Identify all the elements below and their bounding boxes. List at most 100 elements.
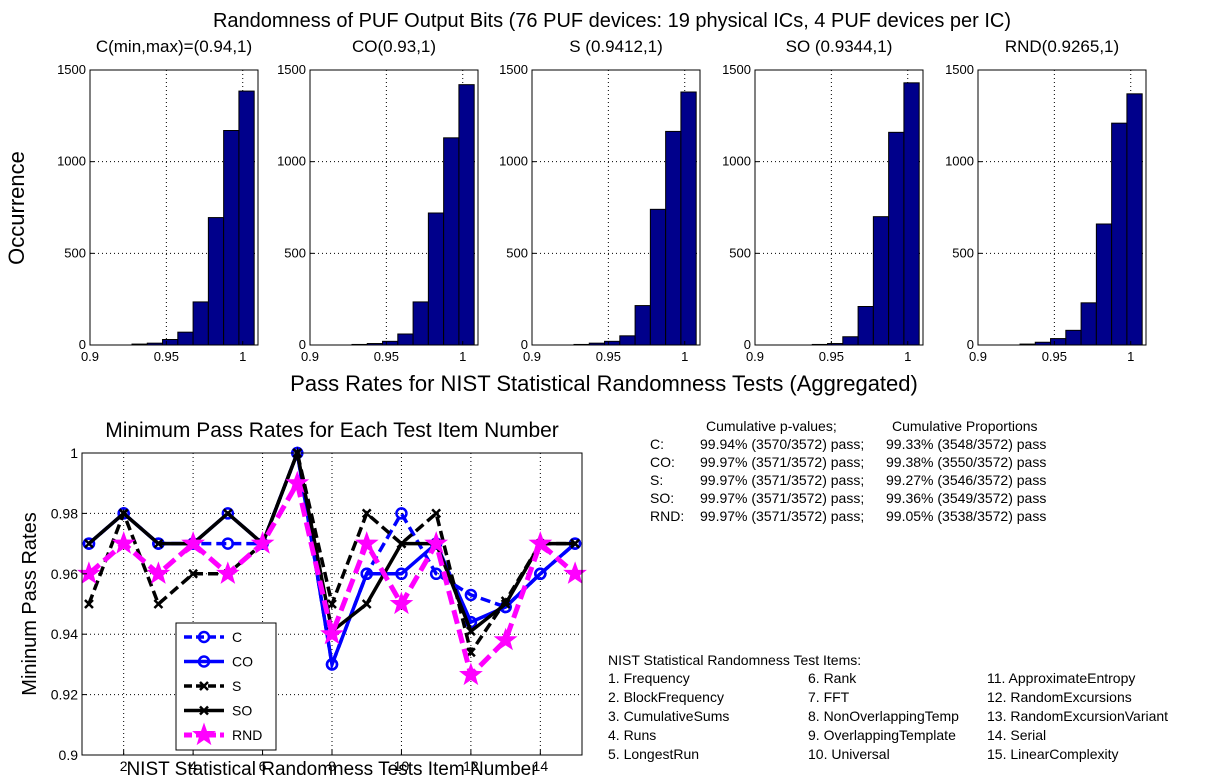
histogram-bar — [162, 339, 179, 346]
series-marker — [325, 658, 339, 671]
histogram-bar — [842, 336, 859, 346]
y-tick-label: 0.9 — [59, 747, 79, 763]
histogram-panel-3: 0.9 0.95 1 0 500 1000 1500 S (0.9412,1) — [499, 37, 701, 364]
line-chart-y-axis-label: Mininum Pass Rates — [19, 512, 41, 695]
series-marker — [360, 567, 373, 581]
y-tick-label: 0.96 — [51, 566, 78, 582]
plot-frame — [531, 69, 701, 346]
histogram-bar — [604, 340, 621, 346]
series-marker — [84, 538, 94, 549]
x-tick-label: 0.9 — [523, 349, 541, 364]
test-item: 2. BlockFrequency — [608, 689, 724, 705]
cumulative-row-label: CO: — [650, 454, 675, 470]
y-tick-label: 1000 — [945, 154, 974, 169]
histogram-bar — [238, 90, 255, 346]
series-marker — [563, 561, 587, 584]
test-item: 15. LinearComplexity — [987, 746, 1119, 762]
series-marker — [221, 537, 235, 550]
test-item: 7. FFT — [808, 689, 850, 705]
histogram-title: CO(0.93,1) — [352, 37, 436, 56]
histogram-bar — [192, 301, 209, 346]
legend-box — [175, 622, 277, 751]
cumulative-row-pvalue: 99.97% (3571/3572) pass; — [700, 454, 865, 470]
histogram-bar — [382, 340, 399, 346]
histogram-bar — [397, 333, 414, 346]
cumulative-results-table: Cumulative p-values; Cumulative Proporti… — [650, 418, 1170, 558]
cumulative-row-proportion: 99.27% (3546/3572) pass — [886, 472, 1047, 488]
series-marker — [466, 647, 476, 658]
cumulative-row-pvalue: 99.97% (3571/3572) pass; — [700, 490, 865, 506]
series-marker — [111, 531, 136, 554]
series-marker — [153, 599, 164, 609]
histogram-x-axis-label: Pass Rates for NIST Statistical Randomne… — [290, 371, 918, 396]
legend-label: CO — [232, 654, 253, 670]
legend-marker — [197, 655, 211, 668]
series-marker — [466, 626, 476, 637]
legend-marker — [192, 722, 216, 746]
x-tick-label: 2 — [120, 758, 128, 774]
series-marker — [221, 507, 235, 520]
x-tick-label: 1 — [681, 349, 688, 364]
y-tick-label: 0.92 — [51, 687, 78, 703]
x-tick-label: 0.95 — [819, 349, 844, 364]
test-item: 8. NonOverlappingTemp — [808, 708, 959, 724]
x-tick-label: 1 — [1127, 349, 1134, 364]
histogram-bar — [903, 82, 920, 346]
series-marker — [285, 470, 310, 494]
histogram-title: SO (0.9344,1) — [786, 37, 893, 56]
series-marker — [396, 538, 407, 549]
histogram-bar — [412, 301, 429, 346]
histogram-bar — [458, 84, 475, 346]
series-marker — [354, 531, 379, 554]
series-marker — [459, 662, 483, 686]
line-chart-legend: C CO S SO RND — [175, 622, 277, 751]
x-tick-label: 8 — [328, 758, 336, 774]
series-marker — [395, 507, 408, 520]
x-tick-label: 0.9 — [301, 349, 319, 364]
series-marker — [431, 508, 442, 519]
x-tick-label: 14 — [533, 758, 549, 774]
test-item: 10. Universal — [808, 746, 890, 762]
x-tick-label: 10 — [394, 758, 410, 774]
series-line — [87, 476, 577, 680]
histogram-bar — [857, 306, 874, 346]
y-tick-label: 0.98 — [51, 505, 78, 521]
series-marker — [77, 561, 101, 584]
test-item: 4. Runs — [608, 727, 657, 743]
x-tick-label: 0.9 — [969, 349, 987, 364]
test-item: 3. CumulativeSums — [608, 708, 730, 724]
histogram-bar — [427, 212, 445, 346]
histogram-panel-1: 0.9 0.95 1 0 500 1000 1500 C(min,max)=(0.94,1) — [57, 37, 259, 364]
series-marker — [389, 591, 414, 615]
y-tick-label: 0 — [744, 337, 751, 352]
test-items-legend: NIST Statistical Randomness Test Items: … — [608, 652, 1220, 770]
y-tick-label: 500 — [952, 245, 974, 260]
histogram-bar — [872, 216, 890, 346]
series-marker — [570, 538, 580, 549]
cumulative-header-pvalues: Cumulative p-values; — [706, 418, 837, 434]
plot-frame — [977, 69, 1147, 346]
histogram-bar — [680, 91, 697, 346]
x-tick-label: 0.9 — [746, 349, 764, 364]
y-tick-label: 0 — [521, 337, 528, 352]
test-item: 5. LongestRun — [608, 746, 700, 762]
legend-label: RND — [232, 727, 262, 743]
line-chart-x-axis-label: NIST Statistical Randomness Tests Item N… — [126, 759, 538, 776]
series-marker — [188, 568, 198, 579]
legend-label: SO — [232, 703, 252, 719]
test-item: 1. Frequency — [608, 670, 690, 686]
test-item: 12. RandomExcursions — [987, 689, 1132, 705]
cumulative-row-proportion: 99.05% (3538/3572) pass — [886, 508, 1047, 524]
histogram-bar — [1065, 329, 1082, 346]
series-marker — [500, 599, 511, 609]
cumulative-row-label: C: — [650, 436, 664, 452]
histogram-bar — [1080, 302, 1097, 346]
cumulative-row-label: S: — [650, 472, 664, 488]
y-tick-label: 1500 — [722, 62, 751, 77]
cumulative-row-proportion: 99.33% (3548/3572) pass — [886, 436, 1047, 452]
y-tick-label: 0 — [299, 337, 306, 352]
histogram-bar — [649, 208, 667, 346]
y-tick-label: 500 — [284, 245, 306, 260]
plot-frame — [309, 69, 479, 346]
